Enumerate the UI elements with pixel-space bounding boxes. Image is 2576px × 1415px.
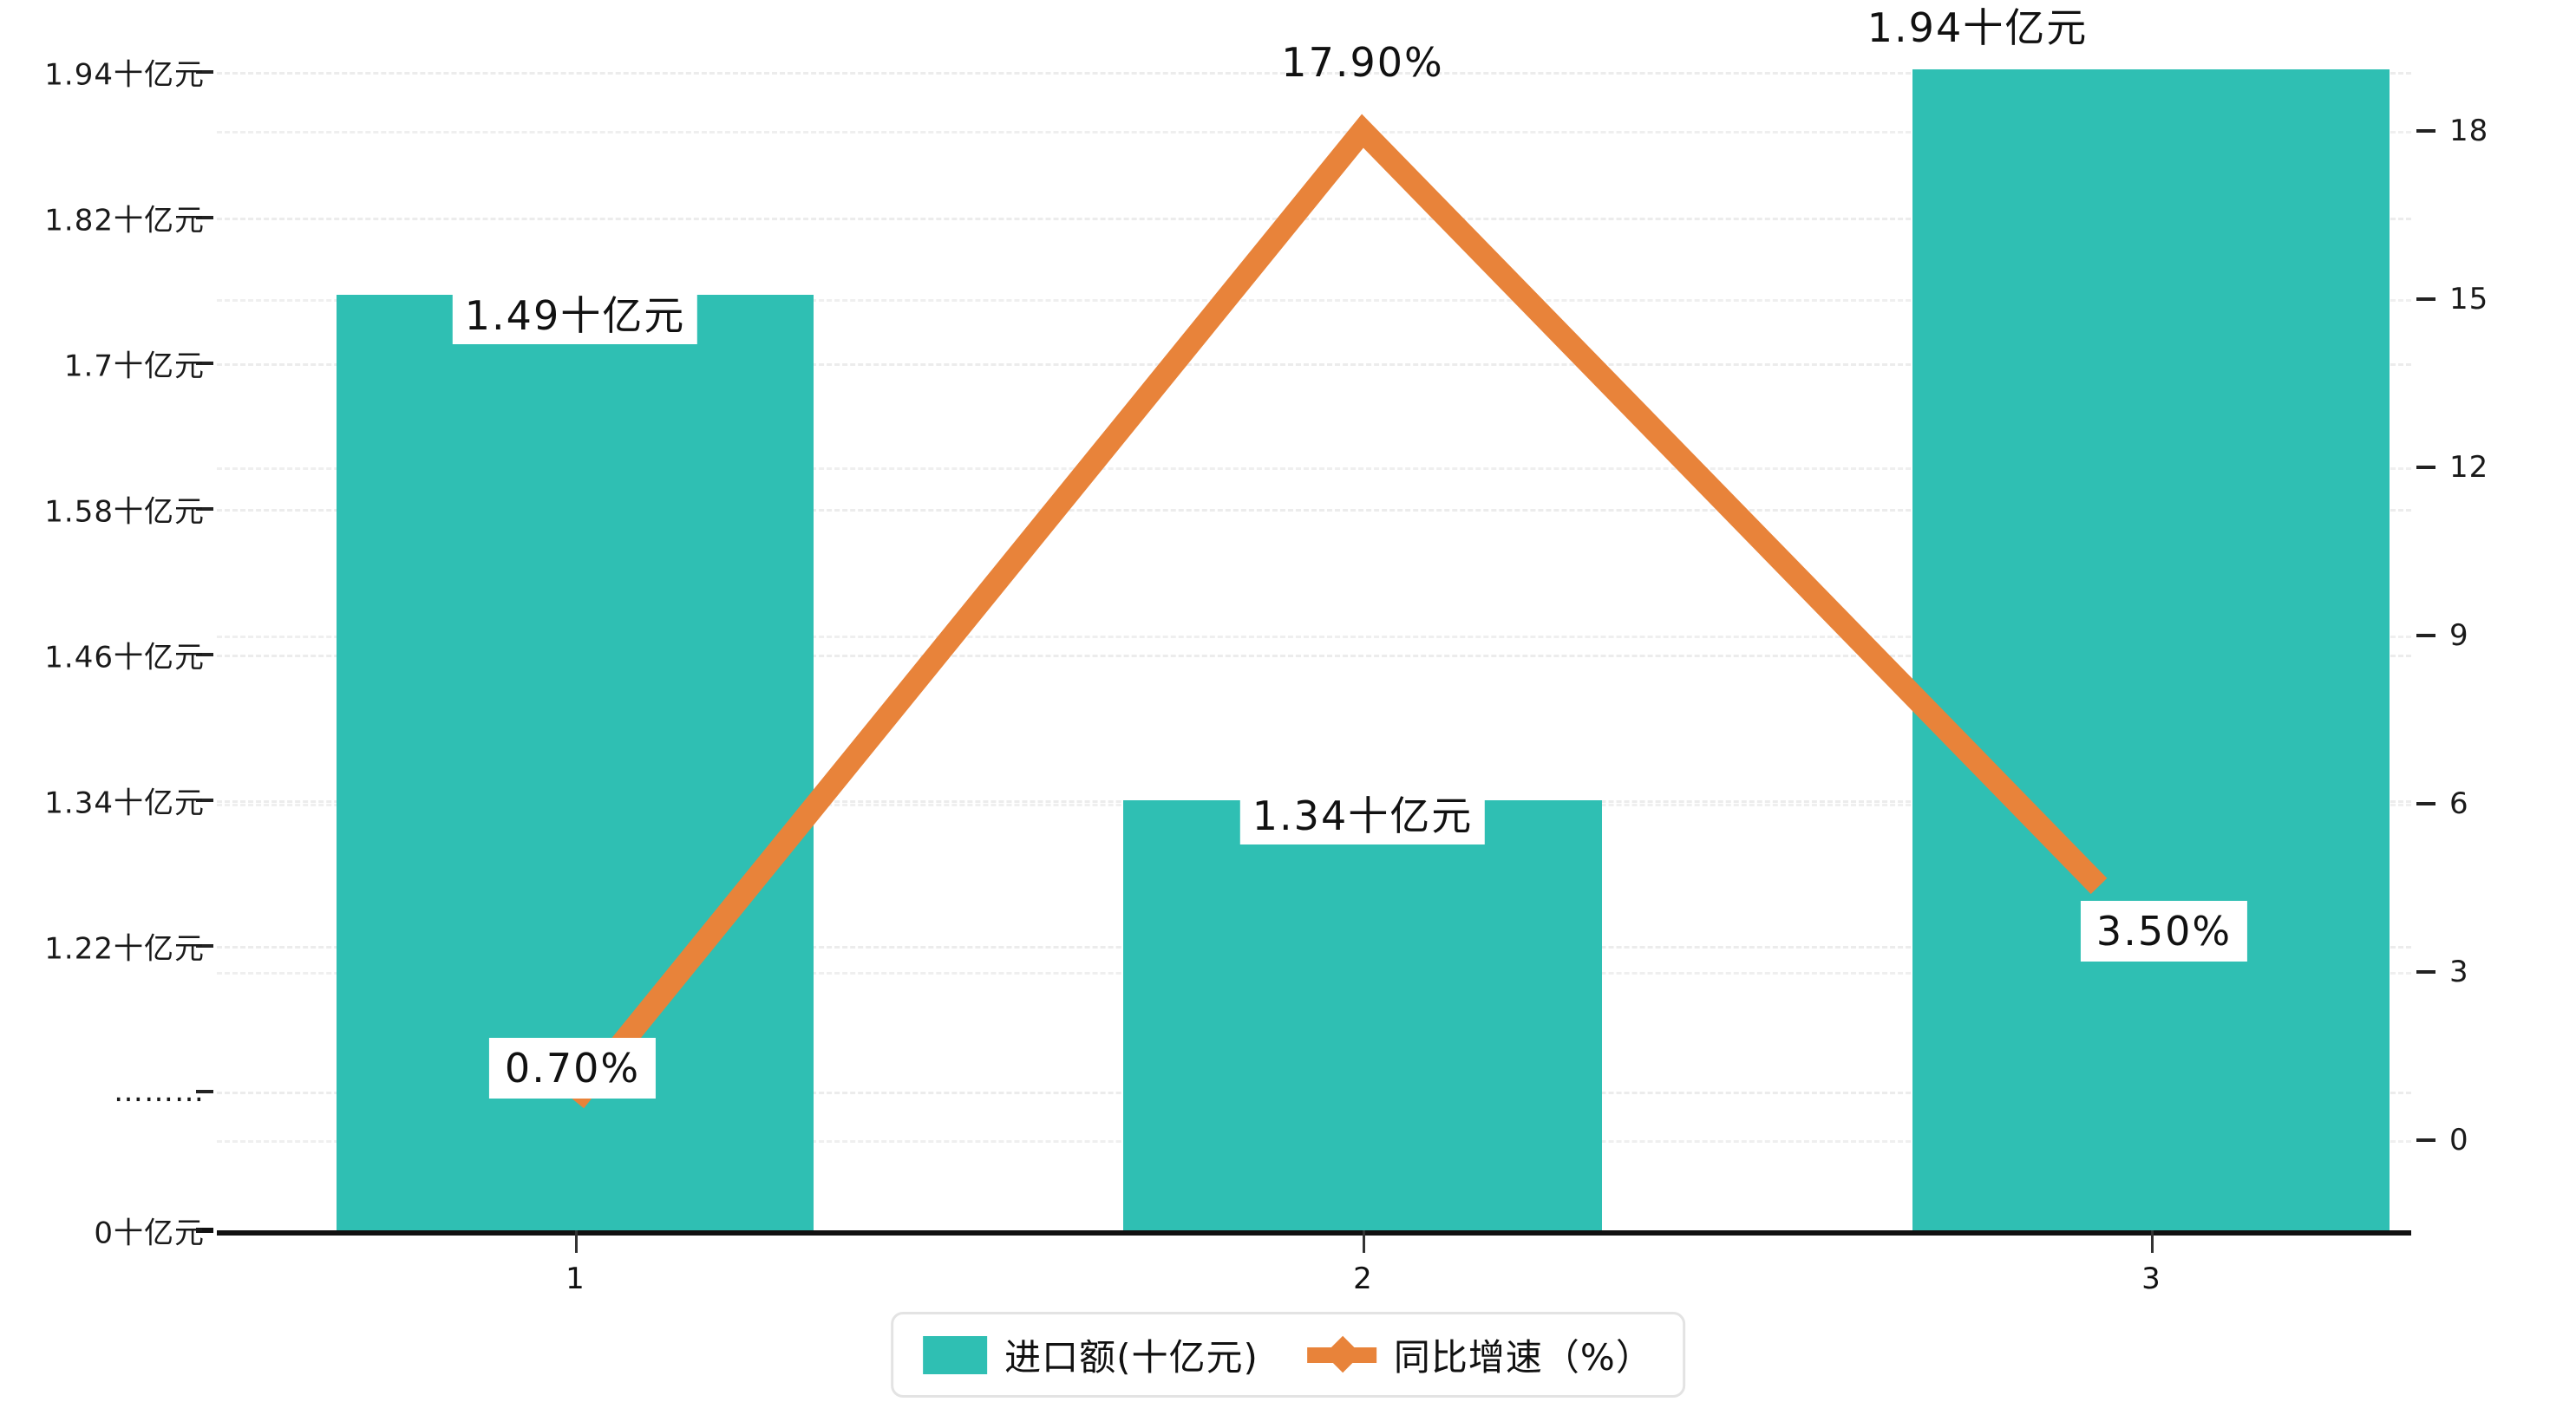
x-label-1: 1	[566, 1262, 585, 1296]
line-diamond-swatch-icon	[1306, 1335, 1376, 1374]
y-tick-right-6	[2416, 802, 2435, 805]
y-tick-left-0	[196, 1228, 213, 1233]
legend-item-growth-rate[interactable]: 同比增速（%）	[1306, 1328, 1653, 1381]
legend-label-growth-rate: 同比增速（%）	[1393, 1336, 1653, 1379]
y-tick-right-15	[2416, 297, 2435, 301]
y-label-right-18: 18	[2449, 114, 2489, 148]
y-label-left-0: 0十亿元	[94, 1216, 205, 1251]
y-tick-right-0	[2416, 1138, 2435, 1142]
y-label-right-15: 15	[2449, 282, 2489, 316]
y-tick-right-12	[2416, 466, 2435, 469]
x-label-2: 2	[1353, 1262, 1372, 1296]
x-tick-1	[575, 1230, 578, 1253]
y-label-right-12: 12	[2449, 450, 2489, 485]
y-label-left-axis-break: ………	[114, 1074, 205, 1109]
y-tick-left-1_82	[196, 216, 213, 219]
point-label-1: 0.70%	[488, 1038, 657, 1099]
x-tick-3	[2151, 1230, 2154, 1253]
bar-label-3: 1.94十亿元	[1854, 0, 2101, 56]
y-tick-right-9	[2416, 634, 2435, 637]
y-tick-left-1_46	[196, 653, 213, 656]
y-label-left-1_58: 1.58十亿元	[44, 494, 205, 530]
y-tick-right-18	[2416, 129, 2435, 133]
y-tick-left-1_34	[196, 799, 213, 802]
point-label-2: 17.90%	[1281, 39, 1444, 86]
y-label-left-1_7: 1.7十亿元	[63, 349, 205, 384]
x-axis-line	[217, 1230, 2411, 1236]
y-tick-left-1_58	[196, 507, 213, 511]
y-label-right-9: 9	[2449, 618, 2469, 653]
y-label-left-1_82: 1.82十亿元	[44, 203, 205, 238]
x-tick-2	[1363, 1230, 1365, 1253]
y-label-left-1_46: 1.46十亿元	[44, 640, 205, 675]
legend: 进口额(十亿元) 同比增速（%）	[891, 1312, 1685, 1398]
y-label-right-3: 3	[2449, 955, 2469, 989]
bar-swatch-icon	[923, 1335, 988, 1374]
bar-2[interactable]	[1123, 800, 1602, 1230]
x-label-3: 3	[2141, 1262, 2161, 1296]
y-tick-left-1_94	[196, 70, 213, 74]
bar-3[interactable]	[1912, 69, 2390, 1230]
legend-item-import-amount[interactable]: 进口额(十亿元)	[923, 1328, 1259, 1381]
legend-label-import-amount: 进口额(十亿元)	[1004, 1336, 1259, 1379]
bar-label-2: 1.34十亿元	[1239, 787, 1486, 844]
y-tick-left-1_22	[196, 944, 213, 948]
y-tick-right-3	[2416, 970, 2435, 974]
gridline-left-1_94	[217, 72, 2411, 75]
y-label-left-1_94: 1.94十亿元	[44, 57, 205, 93]
y-tick-left-1_7	[196, 362, 213, 365]
y-label-left-1_34: 1.34十亿元	[44, 786, 205, 821]
y-label-left-1_22: 1.22十亿元	[44, 931, 205, 967]
y-label-right-6: 6	[2449, 786, 2469, 821]
y-tick-left-break	[196, 1090, 213, 1093]
y-label-right-0: 0	[2449, 1123, 2469, 1157]
point-label-3: 3.50%	[2080, 901, 2248, 962]
bar-label-1: 1.49十亿元	[452, 287, 698, 344]
